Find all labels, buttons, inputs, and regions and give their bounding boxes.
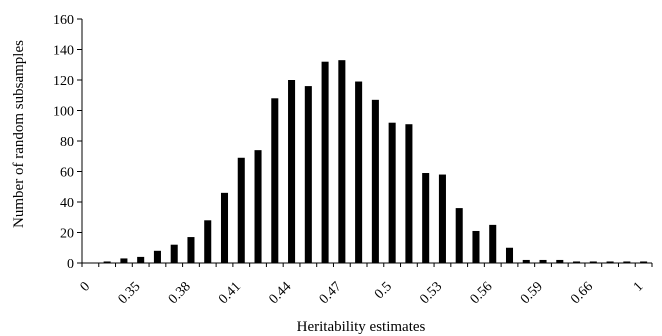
bar bbox=[355, 81, 363, 263]
bar bbox=[204, 220, 212, 263]
bar bbox=[422, 173, 430, 263]
y-tick-label: 160 bbox=[53, 13, 74, 28]
bar bbox=[120, 258, 128, 263]
y-tick-label: 100 bbox=[53, 105, 74, 120]
bar bbox=[170, 244, 178, 263]
x-axis-title: Heritability estimates bbox=[297, 319, 426, 335]
x-tick-label: 0.53 bbox=[417, 279, 445, 307]
x-tick-label: 0.5 bbox=[372, 279, 395, 302]
bar bbox=[237, 157, 245, 263]
bar bbox=[539, 259, 547, 263]
x-tick-label: 0.41 bbox=[216, 279, 244, 307]
bar bbox=[505, 247, 514, 263]
x-tick-label: 0.66 bbox=[568, 279, 596, 307]
y-tick-label: 40 bbox=[60, 196, 74, 211]
bar bbox=[522, 259, 530, 263]
bar bbox=[438, 174, 446, 263]
bar bbox=[371, 99, 379, 263]
bar bbox=[321, 61, 329, 264]
x-tick-label: 0.44 bbox=[266, 279, 294, 307]
bar bbox=[271, 98, 279, 263]
y-tick-label: 20 bbox=[60, 227, 74, 242]
x-tick-label: 0.35 bbox=[116, 279, 144, 307]
x-tick-label: 0.56 bbox=[468, 279, 496, 307]
bar bbox=[388, 122, 396, 263]
bar bbox=[187, 237, 195, 263]
bar bbox=[405, 124, 413, 263]
bar bbox=[103, 261, 111, 263]
bar bbox=[573, 261, 581, 263]
bar bbox=[640, 261, 648, 263]
x-tick-label: 1 bbox=[631, 279, 647, 295]
bar bbox=[606, 261, 614, 263]
y-axis-title: Number of random subsamples bbox=[11, 40, 27, 228]
x-axis: 0 0.35 0.38 0.41 0.44 0.47 0.5 0.53 0.56 0.59 0.66… bbox=[78, 262, 653, 307]
bar bbox=[254, 150, 262, 263]
bar bbox=[304, 86, 312, 263]
x-tick-label: 0.47 bbox=[317, 279, 345, 307]
bar bbox=[153, 250, 161, 263]
y-tick-label: 0 bbox=[67, 257, 74, 272]
y-tick-label: 60 bbox=[60, 166, 74, 181]
bar bbox=[455, 208, 463, 263]
bar bbox=[489, 224, 497, 264]
bar bbox=[556, 259, 564, 263]
bar bbox=[589, 261, 597, 263]
bar bbox=[623, 261, 631, 263]
x-tick-label: 0.59 bbox=[518, 279, 546, 307]
bar bbox=[338, 60, 346, 263]
y-axis: 0 20 40 60 80 100 120 140 160 bbox=[53, 13, 83, 272]
bars bbox=[103, 60, 648, 264]
bar bbox=[137, 256, 145, 263]
y-tick-label: 80 bbox=[60, 135, 74, 150]
x-tick-label: 0.38 bbox=[166, 279, 194, 307]
x-tick-label: 0 bbox=[78, 279, 94, 295]
y-tick-label: 140 bbox=[53, 44, 74, 59]
bar bbox=[220, 192, 229, 263]
bar bbox=[472, 230, 480, 263]
y-tick-label: 120 bbox=[53, 74, 74, 89]
bar bbox=[288, 80, 296, 263]
